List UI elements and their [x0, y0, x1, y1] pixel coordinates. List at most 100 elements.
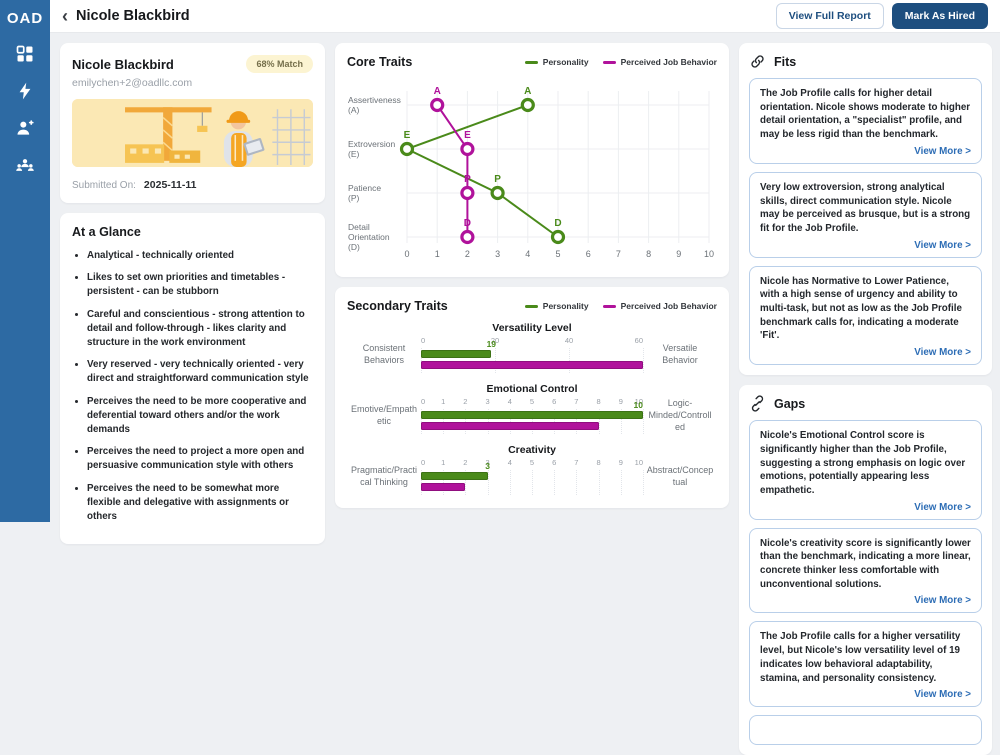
svg-text:8: 8 [646, 249, 651, 259]
gap-card: Nicole's creativity score is significant… [749, 528, 982, 614]
fit-text: The Job Profile calls for higher detail … [760, 87, 971, 142]
axis-tick: 10 [635, 458, 643, 467]
submitted-on-date: 2025-11-11 [144, 179, 197, 191]
axis-tick: 9 [619, 397, 623, 406]
svg-text:(E): (E) [348, 149, 360, 159]
secondary-traits-title: Secondary Traits [347, 299, 448, 313]
personality-legend-label: Personality [543, 301, 589, 311]
back-button[interactable]: ‹ [62, 7, 68, 25]
broken-link-icon [749, 395, 766, 412]
personality-bar [421, 411, 643, 419]
mark-as-hired-button[interactable]: Mark As Hired [892, 3, 988, 29]
user-add-icon[interactable] [15, 118, 35, 138]
fit-card: Very low extroversion, strong analytical… [749, 172, 982, 258]
svg-text:E: E [464, 130, 471, 141]
axis-tick: 7 [574, 397, 578, 406]
svg-text:A: A [434, 86, 441, 97]
personality-value: 19 [487, 339, 496, 349]
personality-swatch [525, 61, 538, 64]
axis-tick: 60 [635, 336, 643, 345]
grid-line [554, 470, 555, 495]
view-more-link[interactable]: View More > [760, 502, 971, 513]
perceived-bar [421, 361, 643, 369]
middle-column: Core Traits Personality Perceived Job Be… [335, 43, 729, 508]
grid-line [488, 470, 489, 495]
axis-tick: 0 [421, 336, 425, 345]
trait-title: Creativity [347, 444, 717, 456]
view-full-report-button[interactable]: View Full Report [776, 3, 884, 29]
axis-tick: 9 [619, 458, 623, 467]
personality-value: 3 [485, 461, 490, 471]
view-more-link[interactable]: View More > [760, 689, 971, 700]
axis-tick: 8 [597, 458, 601, 467]
personality-swatch [525, 305, 538, 308]
gaps-panel: Gaps Nicole's Emotional Control score is… [739, 385, 992, 755]
svg-text:6: 6 [586, 249, 591, 259]
axis-tick: 1 [441, 397, 445, 406]
bolt-icon[interactable] [15, 81, 35, 101]
fits-title: Fits [774, 55, 796, 69]
axis-tick: 0 [421, 458, 425, 467]
svg-text:(P): (P) [348, 193, 360, 203]
svg-text:9: 9 [676, 249, 681, 259]
svg-text:(A): (A) [348, 105, 360, 115]
axis-tick: 2 [463, 458, 467, 467]
svg-text:4: 4 [525, 249, 530, 259]
svg-text:Extroversion: Extroversion [348, 139, 396, 149]
worker-illustration [72, 99, 313, 167]
top-header: ‹ Nicole Blackbird View Full Report Mark… [50, 0, 1000, 33]
secondary-traits-card: Secondary Traits Personality Perceived J… [335, 287, 729, 508]
view-more-link[interactable]: View More > [760, 240, 971, 251]
right-column: Fits The Job Profile calls for higher de… [739, 43, 992, 755]
svg-text:D: D [554, 218, 561, 229]
match-badge: 68% Match [246, 55, 313, 73]
at-a-glance-title: At a Glance [72, 225, 313, 239]
grid-line [643, 470, 644, 495]
team-icon[interactable] [15, 155, 35, 175]
gap-text: The Job Profile calls for a higher versa… [760, 630, 971, 685]
page-title: Nicole Blackbird [76, 8, 190, 24]
svg-text:7: 7 [616, 249, 621, 259]
glance-bullet: Perceives the need to be somewhat more f… [87, 482, 313, 525]
personality-legend-label: Personality [543, 57, 589, 67]
gap-card-partial [749, 715, 982, 745]
at-a-glance-card: At a Glance Analytical - technically ori… [60, 213, 325, 544]
view-more-link[interactable]: View More > [760, 146, 971, 157]
fits-panel: Fits The Job Profile calls for higher de… [739, 43, 992, 375]
gap-card: Nicole's Emotional Control score is sign… [749, 420, 982, 520]
grid-line [532, 470, 533, 495]
axis-tick: 6 [552, 458, 556, 467]
perceived-swatch [603, 61, 616, 64]
view-more-link[interactable]: View More > [760, 595, 971, 606]
chart-legend: Personality Perceived Job Behavior [525, 57, 717, 67]
view-more-link[interactable]: View More > [760, 347, 971, 358]
axis-tick: 2 [463, 397, 467, 406]
gap-card: The Job Profile calls for a higher versa… [749, 621, 982, 707]
axis-tick: 7 [574, 458, 578, 467]
grid-line [576, 470, 577, 495]
axis-tick: 6 [552, 397, 556, 406]
dashboard-icon[interactable] [15, 44, 35, 64]
trait-left-label: Consistent Behaviors [347, 343, 421, 366]
svg-text:5: 5 [555, 249, 560, 259]
candidate-email: emilychen+2@oadllc.com [72, 77, 313, 89]
perceived-bar [421, 422, 599, 430]
glance-bullet: Very reserved - very technically oriente… [87, 358, 313, 386]
grid-line [510, 470, 511, 495]
axis-tick: 5 [530, 397, 534, 406]
personality-value: 10 [634, 400, 643, 410]
personality-bar [421, 472, 488, 480]
glance-bullet: Analytical - technically oriented [87, 249, 313, 263]
core-traits-card: Core Traits Personality Perceived Job Be… [335, 43, 729, 277]
svg-text:2: 2 [465, 249, 470, 259]
grid-line [621, 470, 622, 495]
fit-text: Nicole has Normative to Lower Patience, … [760, 275, 971, 344]
trait-title: Versatility Level [347, 322, 717, 334]
